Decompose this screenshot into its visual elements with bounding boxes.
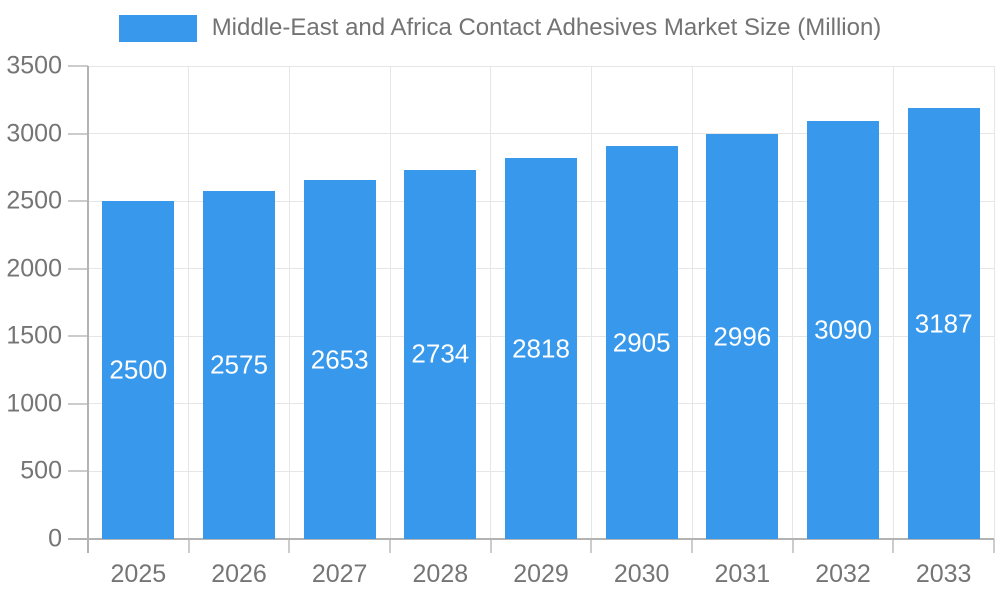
legend-item[interactable]: Middle-East and Africa Contact Adhesives… [0, 14, 1000, 42]
x-axis-tick-label: 2030 [613, 560, 670, 588]
bar-2031[interactable]: 2996 [706, 134, 779, 539]
x-axis-tick [892, 539, 895, 553]
bar-2028[interactable]: 2734 [404, 169, 477, 539]
bar-2029[interactable]: 2818 [505, 158, 577, 539]
y-axis-line [87, 66, 89, 553]
bar-value-label: 2996 [713, 321, 772, 352]
x-gridline [490, 66, 492, 539]
bar-2030[interactable]: 2905 [605, 146, 678, 539]
y-axis-tick-label: 2000 [6, 254, 62, 283]
x-axis-tick-label: 2031 [714, 560, 771, 588]
x-axis-tick-label: 2028 [412, 560, 469, 588]
bar-2025[interactable]: 2500 [102, 201, 175, 539]
y-axis-tick [68, 335, 88, 338]
y-axis-tick [68, 132, 88, 135]
x-gridline [590, 66, 592, 539]
x-axis-tick-label: 2033 [915, 560, 972, 588]
bar-2026[interactable]: 2575 [203, 191, 275, 539]
y-axis-tick-label: 500 [20, 456, 62, 485]
y-axis-tick-label: 1000 [6, 389, 62, 418]
x-gridline [792, 66, 794, 539]
x-gridline [188, 66, 190, 539]
legend-swatch [118, 14, 197, 42]
x-gridline [288, 66, 290, 539]
bar-value-label: 3090 [814, 314, 872, 345]
y-axis-tick-label: 3500 [6, 51, 62, 80]
bar-value-label: 2905 [612, 327, 671, 358]
bar-value-label: 2500 [109, 354, 168, 385]
legend-label: Middle-East and Africa Contact Adhesives… [211, 14, 882, 41]
x-axis-tick-label: 2025 [110, 560, 167, 588]
bar-2027[interactable]: 2653 [303, 180, 376, 539]
y-gridline [88, 133, 994, 135]
x-axis-line [68, 538, 994, 540]
y-axis-tick-label: 0 [48, 524, 62, 553]
y-axis-tick-label: 3000 [6, 119, 62, 148]
y-axis-tick [68, 267, 88, 270]
x-axis-tick [993, 539, 995, 553]
y-axis-tick [68, 65, 88, 67]
bar-2033[interactable]: 3187 [907, 108, 980, 539]
bar-value-label: 2653 [310, 344, 369, 375]
x-axis-tick [187, 539, 190, 553]
x-axis-tick [288, 539, 291, 553]
bar-2032[interactable]: 3090 [807, 121, 879, 539]
x-axis-tick [590, 539, 593, 553]
y-axis-tick [68, 470, 88, 473]
x-gridline [892, 66, 894, 539]
x-axis-tick-label: 2026 [211, 560, 267, 588]
x-axis-tick-label: 2029 [513, 560, 569, 588]
bar-value-label: 3187 [914, 308, 973, 339]
y-gridline [88, 65, 994, 67]
x-axis-tick-label: 2027 [311, 560, 368, 588]
bar-value-label: 2818 [512, 333, 570, 364]
y-axis-tick [68, 200, 88, 203]
y-axis-tick-label: 1500 [6, 321, 62, 350]
x-axis-tick [489, 539, 492, 553]
x-gridline [389, 66, 391, 539]
bar-value-label: 2734 [411, 338, 470, 369]
y-axis-tick [68, 402, 88, 405]
x-gridline [993, 66, 995, 539]
x-axis-tick-label: 2032 [815, 560, 871, 588]
x-gridline [691, 66, 693, 539]
y-axis-tick-label: 2500 [6, 186, 62, 215]
bar-value-label: 2575 [210, 349, 268, 380]
x-axis-tick [389, 539, 391, 553]
x-axis-tick [791, 539, 794, 553]
x-axis-tick [691, 539, 693, 553]
